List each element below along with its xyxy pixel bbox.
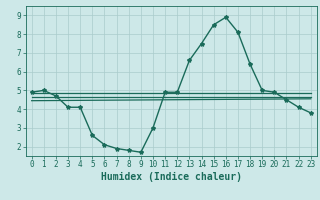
X-axis label: Humidex (Indice chaleur): Humidex (Indice chaleur) bbox=[101, 172, 242, 182]
